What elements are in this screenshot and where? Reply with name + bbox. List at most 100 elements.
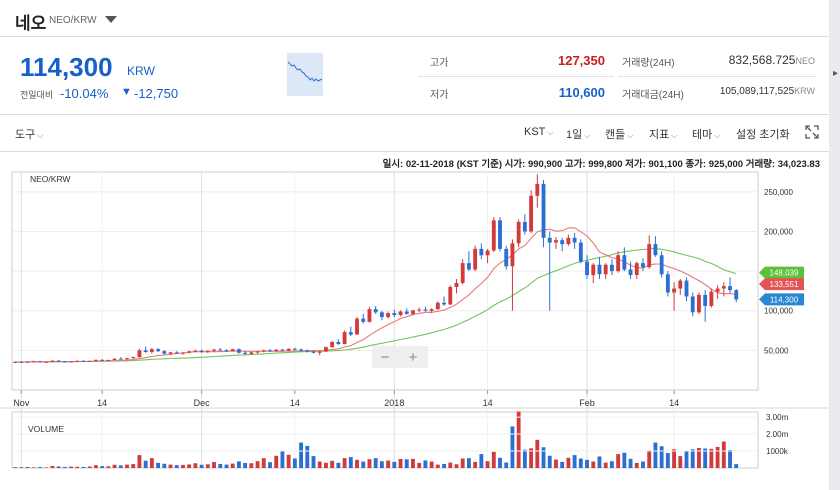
chart-type-menu[interactable]: 캔들 ⌵ — [605, 126, 633, 142]
volume-bar — [473, 461, 478, 468]
volume-bar — [398, 459, 403, 468]
volume-bar — [324, 462, 328, 468]
volume-bar — [566, 457, 571, 468]
candle-body — [665, 274, 670, 293]
candle-body — [25, 361, 30, 363]
interval-menu[interactable]: 1일 ⌵ — [566, 126, 590, 142]
volume-bar — [112, 464, 117, 468]
volume-bar — [13, 467, 18, 468]
volume-bar — [628, 458, 633, 468]
high-label: 고가 — [430, 58, 449, 69]
fullscreen-icon[interactable] — [805, 125, 819, 139]
change-amount: -12,750 — [134, 86, 179, 101]
candle-body — [578, 242, 583, 262]
candle-body — [118, 358, 123, 360]
x-tick-label: 14 — [669, 398, 679, 408]
interval-label: 1일 — [566, 129, 583, 141]
candle-body — [622, 255, 627, 270]
x-tick-label: 14 — [97, 398, 107, 408]
candle-body — [560, 240, 565, 245]
candle-body — [181, 352, 185, 354]
candle-body — [112, 358, 117, 360]
volume-bar — [162, 463, 167, 468]
candle-body — [38, 361, 42, 363]
volume-bar — [268, 462, 272, 468]
chart-type-label: 캔들 — [605, 129, 626, 141]
zoom-in-button[interactable]: + — [409, 349, 418, 366]
tools-menu[interactable]: 도구 ⌵ — [15, 126, 43, 142]
volume-bar — [734, 464, 739, 468]
chevron-down-icon: ⌵ — [584, 131, 591, 140]
volume-bar — [709, 448, 714, 468]
volume-bar — [243, 462, 248, 468]
volume-bar — [305, 445, 310, 468]
candle-body — [491, 220, 496, 251]
volume-24h-label: 거래량(24H) — [622, 58, 675, 69]
moving-average-short — [15, 227, 737, 363]
volume-bar — [411, 458, 415, 468]
volume-bar — [529, 448, 534, 468]
volume-tick-label: 1000k — [766, 447, 789, 456]
volume-bar — [100, 466, 105, 468]
candle-body — [168, 352, 173, 354]
high-value: 127,350 — [558, 53, 605, 68]
candle-body — [435, 302, 440, 310]
candle-body — [697, 294, 701, 313]
candle-body — [224, 350, 229, 352]
candle-body — [342, 332, 347, 345]
summary-divider — [418, 76, 614, 77]
volume-bar — [286, 454, 291, 468]
zoom-out-button[interactable]: − — [381, 349, 390, 366]
volume-bar — [510, 426, 515, 468]
candle-body — [93, 359, 98, 361]
candle-body — [535, 183, 540, 196]
price-marker-label: 133,551 — [770, 280, 799, 289]
volume-bar — [690, 449, 695, 468]
candle-body — [311, 351, 316, 353]
reset-settings-button[interactable]: 설정 초기화 — [736, 129, 790, 141]
indicator-menu[interactable]: 지표 ⌵ — [649, 126, 677, 142]
price-marker-label: 148,039 — [770, 269, 799, 278]
candle-body — [442, 302, 446, 305]
volume-24h-unit: NEO — [795, 56, 815, 66]
volume-bar — [541, 447, 546, 468]
candle-body — [417, 309, 422, 311]
candle-body — [672, 288, 677, 293]
volume-bar — [603, 462, 608, 468]
volume-bar — [274, 455, 279, 468]
volume-bar — [392, 461, 397, 468]
volume-bar — [622, 452, 627, 468]
volume-bar — [479, 454, 484, 468]
scroll-right-icon[interactable]: ▸ — [833, 68, 839, 79]
candle-body — [591, 264, 596, 276]
price-currency: KRW — [127, 64, 155, 78]
timezone-menu[interactable]: KST ⌵ — [524, 126, 553, 138]
volume-bar — [715, 446, 720, 468]
candle-body — [292, 348, 297, 350]
volume-bar — [118, 465, 123, 468]
theme-menu[interactable]: 테마 ⌵ — [692, 126, 720, 142]
price-chart[interactable]: 50,000100,000150,000200,000250,000Nov14D… — [0, 152, 829, 490]
volume-bar — [336, 462, 341, 468]
volume-bar — [81, 466, 86, 468]
volume-bar — [466, 458, 471, 468]
volume-tick-label: 3.00m — [766, 413, 789, 422]
moving-average-long — [15, 247, 737, 363]
volume-bar — [137, 455, 142, 468]
volume-bar — [560, 461, 565, 468]
coin-select-dropdown-icon[interactable] — [105, 16, 117, 23]
volume-bar — [460, 458, 465, 468]
candle-body — [261, 350, 266, 352]
timezone-label: KST — [524, 126, 546, 138]
candle-body — [44, 361, 49, 363]
volume-bar — [168, 464, 173, 468]
volume-bar — [230, 463, 235, 468]
candle-body — [367, 309, 372, 322]
candle-body — [81, 360, 86, 362]
volume-bar — [292, 458, 297, 468]
candle-body — [75, 360, 80, 362]
candle-body — [373, 309, 378, 313]
x-tick-label: Nov — [13, 398, 30, 408]
volume-bar — [404, 459, 409, 468]
